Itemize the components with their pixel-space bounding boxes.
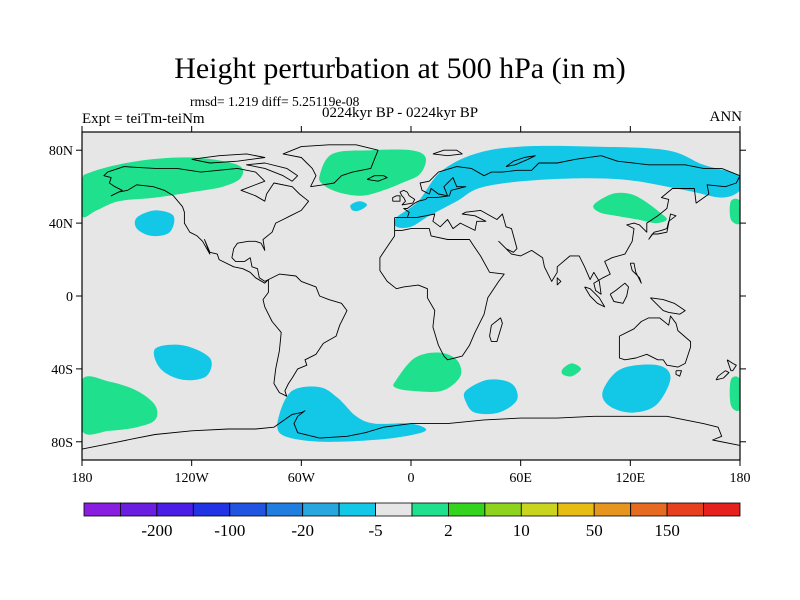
colorbar-label: -100 <box>214 521 245 540</box>
region-north-atlantic-positive <box>319 149 426 196</box>
x-tick-label: 60W <box>288 471 316 486</box>
coastline-sumatra <box>584 286 606 308</box>
region-antarctic-atlantic-negative <box>277 386 427 442</box>
coastline-new-zealand-north <box>726 359 737 372</box>
x-tick-label: 180 <box>730 471 751 486</box>
coastline-novaya-zemlya <box>505 155 536 168</box>
colorbar-box <box>302 502 340 517</box>
coastline-ireland <box>392 195 401 202</box>
coastline-australia <box>618 315 692 368</box>
colorbar-label: -200 <box>141 521 172 540</box>
coastline-tasmania <box>675 370 682 377</box>
coastline-sri-lanka <box>556 277 562 286</box>
anomaly-regions <box>82 145 740 442</box>
colorbar-box <box>557 502 595 517</box>
x-tick-label: 180 <box>72 471 93 486</box>
y-tick-label: 80N <box>49 144 73 159</box>
region-north-pacific-positive <box>82 157 244 218</box>
period-label: 0224kyr BP - 0224kyr BP <box>322 105 479 121</box>
colorbar-box <box>411 502 449 517</box>
coastline-europe-asia-north <box>394 155 740 295</box>
y-tick-label: 40N <box>49 217 73 232</box>
colorbar-box <box>338 502 376 517</box>
colorbar-box <box>520 502 559 517</box>
colorbar-label: 10 <box>513 521 530 540</box>
coastline-baffin <box>246 162 299 182</box>
region-south-pacific-positive <box>82 376 158 435</box>
region-south-pacific-negative <box>153 344 212 381</box>
region-southern-ocean-negative-120e <box>602 364 671 413</box>
statistics-label: rmsd= 1.219 diff= 5.25119e-08 <box>190 94 360 109</box>
region-eastern-pacific-right-edge-positive <box>729 198 740 225</box>
colorbar-label: 50 <box>586 521 603 540</box>
colorbar-box <box>666 502 704 517</box>
colorbar-box <box>83 502 121 517</box>
colorbar-box <box>703 502 741 517</box>
region-eurasia-arctic-negative <box>394 145 740 229</box>
colorbar-box <box>630 502 668 517</box>
colorbar-label: -5 <box>369 521 383 540</box>
coastline-north-america <box>103 166 310 284</box>
x-tick-label: 120E <box>616 471 646 486</box>
coastline-britain <box>399 189 416 206</box>
x-tick-label: 120W <box>175 471 210 486</box>
coastline-borneo <box>609 282 629 304</box>
colorbar-box <box>593 502 632 517</box>
coastline-svalbard <box>432 149 463 157</box>
axis-ticks: 180 120W 60W 0 60E 120E 180 80N 40N 0 40S 80S <box>49 126 751 486</box>
coastline-new-guinea <box>650 297 686 315</box>
y-tick-label: 0 <box>66 290 73 305</box>
experiment-label: Expt = teiTm-teiNm <box>82 111 205 127</box>
coastline-philippines <box>629 262 642 284</box>
region-south-atlantic-positive <box>393 352 462 393</box>
coastline-eurasia-africa <box>379 228 505 361</box>
colorbar-box <box>192 502 231 517</box>
region-northeast-pacific-negative <box>134 210 175 237</box>
region-north-atlantic-small-negative <box>350 201 368 212</box>
colorbar: -200 -100 -20 -5 2 10 50 150 <box>83 502 741 540</box>
colorbar-box <box>156 502 194 517</box>
coastline-greenland <box>282 144 379 188</box>
colorbar-box <box>265 502 304 517</box>
x-tick-label: 0 <box>408 471 415 486</box>
region-indian-ocean-small-positive <box>561 363 581 377</box>
coastline-japan <box>648 213 677 240</box>
coastline-iceland <box>366 175 388 182</box>
coastline-new-zealand-south <box>715 370 730 381</box>
y-tick-label: 40S <box>51 363 73 378</box>
colorbar-box <box>484 502 522 517</box>
y-tick-label: 80S <box>51 436 73 451</box>
region-east-asia-positive <box>593 192 667 224</box>
colorbar-box <box>375 502 413 517</box>
colorbar-box <box>120 502 158 517</box>
coastlines <box>82 144 740 450</box>
plot-title: Height perturbation at 500 hPa (in m) <box>174 52 626 85</box>
colorbar-label: -20 <box>291 521 314 540</box>
coastline-madagascar <box>489 317 503 343</box>
colorbar-box <box>229 502 267 517</box>
coastline-antarctica <box>82 410 740 450</box>
x-tick-label: 60E <box>509 471 532 486</box>
colorbar-label: 2 <box>444 521 453 540</box>
season-label: ANN <box>709 109 743 125</box>
coastline-south-america <box>262 273 348 397</box>
colorbar-box <box>447 502 486 517</box>
coastline-arctic-islands <box>191 153 266 164</box>
colorbar-label: 150 <box>654 521 680 540</box>
region-southern-ocean-right-edge-positive <box>729 376 740 411</box>
region-southern-ocean-negative-20e <box>463 379 518 415</box>
